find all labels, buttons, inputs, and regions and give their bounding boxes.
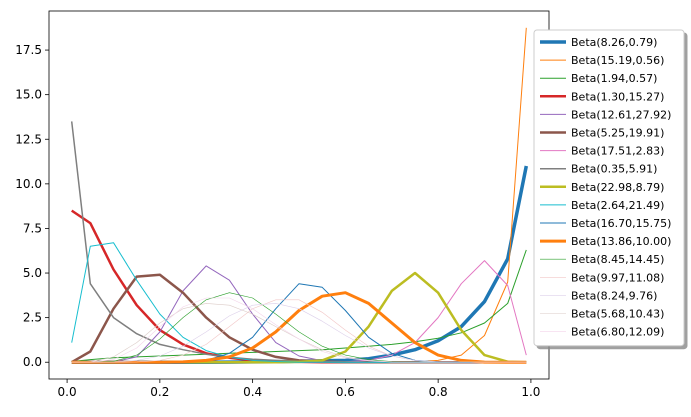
legend: Beta(8.26,0.79) Beta(15.19,0.56) Beta(1.94… [533,29,685,347]
legend-label: Beta(1.94,0.57) [571,72,657,85]
legend-label: Beta(6.80,12.09) [571,326,664,339]
legend-label: Beta(5.25,19.91) [571,127,664,140]
y-tick-label: 12.5 [15,132,42,146]
legend-label: Beta(0.35,5.91) [571,163,657,176]
axes-frame [48,10,550,380]
line-series [71,242,527,363]
line-series [71,271,527,364]
legend-label: Beta(8.26,0.79) [571,36,657,49]
y-tick-label: 2.5 [23,311,42,325]
x-tick-label: 1.0 [521,385,540,399]
plot-area [70,27,529,364]
legend-label: Beta(17.51,2.83) [571,145,664,158]
x-tick-label: 0.2 [150,385,169,399]
line-series [71,249,527,362]
y-tick-label: 17.5 [15,43,42,57]
line-series [71,297,527,363]
x-tick-label: 0.8 [429,385,448,399]
legend-label: Beta(2.64,21.49) [571,199,664,212]
x-tick-label: 0.4 [243,385,262,399]
y-tick-label: 0.0 [23,355,42,369]
y-tick-label: 5.0 [23,266,42,280]
legend-label: Beta(8.24,9.76) [571,289,657,302]
legend-label: Beta(12.61,27.92) [571,108,671,121]
line-series [71,165,529,364]
legend-box [533,29,685,347]
legend-label: Beta(9.97,11.08) [571,271,664,284]
legend-label: Beta(1.30,15.27) [571,90,664,103]
legend-label: Beta(16.70,15.75) [571,217,671,230]
legend-label: Beta(8.45,14.45) [571,253,664,266]
legend-label: Beta(15.19,0.56) [571,54,664,67]
x-tick-label: 0.6 [336,385,355,399]
line-series [71,209,527,364]
line-series [71,265,527,363]
x-tick-label: 0.0 [58,385,77,399]
legend-label: Beta(5.68,10.43) [571,308,664,321]
y-tick-label: 10.0 [15,177,42,191]
line-series [71,291,527,364]
legend-label: Beta(22.98,8.79) [571,181,664,194]
legend-label: Beta(13.86,10.00) [571,235,671,248]
y-tick-label: 15.0 [15,88,42,102]
y-tick-label: 7.5 [23,221,42,235]
